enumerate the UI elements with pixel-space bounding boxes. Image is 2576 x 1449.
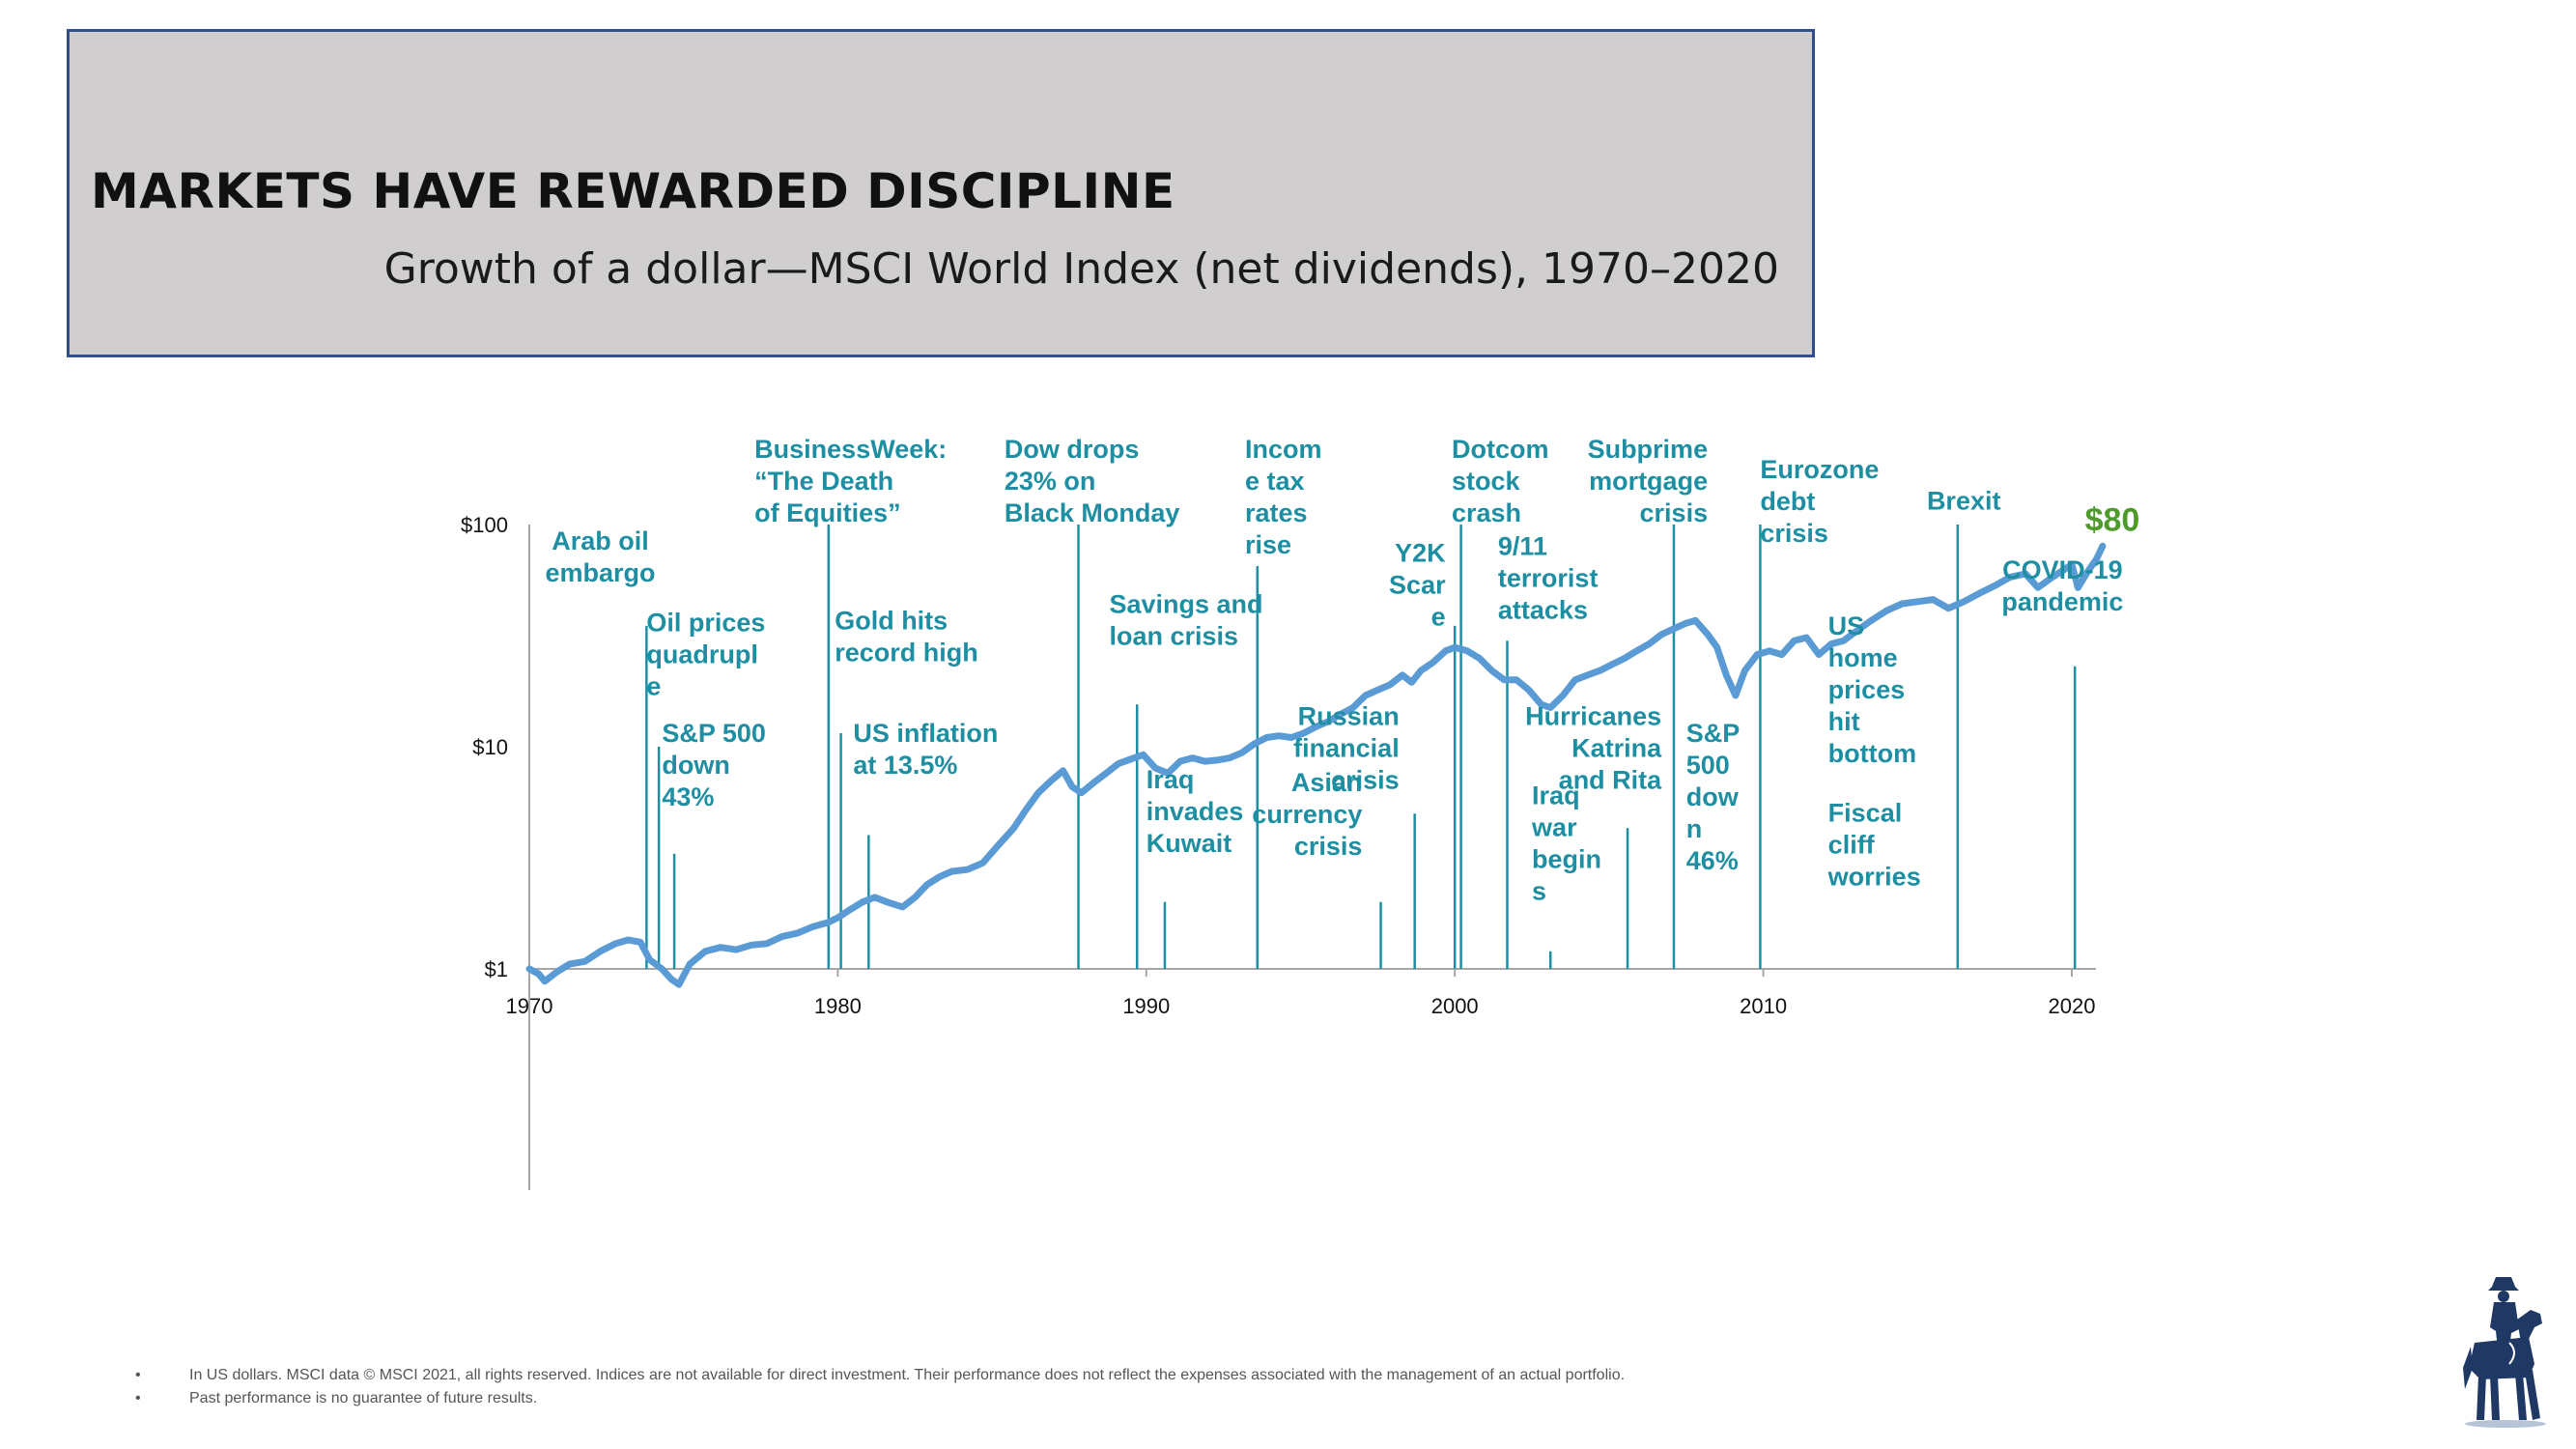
annotation-label: Dow drops 23% on Black Monday <box>1005 435 1180 527</box>
annotation-label: Brexit <box>1927 486 2001 515</box>
annotation-label: US home prices hit bottom <box>1828 611 1916 768</box>
annotation-label: S&P 500 dow n 46% <box>1686 719 1741 875</box>
annotation-label: BusinessWeek: “The Death of Equities” <box>754 435 947 527</box>
y-tick-label: $100 <box>461 513 508 537</box>
y-tick-label: $1 <box>485 957 508 981</box>
annotation-label: Iraq war begin s <box>1531 781 1601 906</box>
annotation-label: Dotcom stock crash <box>1452 435 1549 527</box>
annotation-label: Subprime mortgage crisis <box>1588 435 1709 527</box>
footnote-bullet: • <box>135 1367 141 1383</box>
annotation-label: Arab oil embargo <box>545 526 655 587</box>
footnote-1: • In US dollars. MSCI data © MSCI 2021, … <box>135 1364 1625 1387</box>
chart-series <box>525 542 2107 988</box>
msci-world-series-line <box>525 542 2107 988</box>
x-tick-label: 2010 <box>1740 994 1787 1018</box>
annotation-label: Fiscal cliff worries <box>1827 799 1921 892</box>
x-tick-label: 1970 <box>506 994 553 1018</box>
footnote-text: Past performance is no guarantee of futu… <box>189 1390 538 1406</box>
x-tick-label: 2020 <box>2049 994 2096 1018</box>
x-tick-label: 2000 <box>1431 994 1479 1018</box>
annotation-label: Asian currency crisis <box>1252 768 1362 861</box>
x-tick-label: 1980 <box>814 994 862 1018</box>
annotation-label: Oil prices quadrupl e <box>646 609 765 701</box>
footnote-text: In US dollars. MSCI data © MSCI 2021, al… <box>189 1367 1626 1383</box>
annotation-label: US inflation at 13.5% <box>853 719 998 780</box>
annotation-label: COVID-19 pandemic <box>2001 555 2123 616</box>
annotation-label: Y2K Scar e <box>1389 539 1446 632</box>
chart-axes: 1970 1980 1990 2000 2010 2020 $1 $10 $100 <box>461 513 2096 1190</box>
y-tick-label: $10 <box>472 735 508 759</box>
page-title: MARKETS HAVE REWARDED DISCIPLINE <box>91 163 1175 219</box>
annotation-lines <box>645 525 2077 969</box>
annotation-label: Eurozone debt crisis <box>1760 455 1879 548</box>
x-tick-label: 1990 <box>1122 994 1170 1018</box>
title-box: MARKETS HAVE REWARDED DISCIPLINE Growth … <box>67 29 1815 357</box>
cowboy-on-horse-logo-icon <box>2463 1277 2546 1428</box>
annotation-label: Incom e tax rates rise <box>1245 435 1322 559</box>
footnotes: • In US dollars. MSCI data © MSCI 2021, … <box>135 1364 1625 1410</box>
end-value-label: $80 <box>2085 501 2140 538</box>
footnote-2: • Past performance is no guarantee of fu… <box>135 1387 1625 1410</box>
annotation-label: Russian financial crisis <box>1293 702 1400 795</box>
annotation-label: 9/11 terrorist attacks <box>1498 531 1599 624</box>
annotation-label: Iraq invades Kuwait <box>1146 765 1244 858</box>
annotation-label: Gold hits record high <box>835 606 978 667</box>
footnote-bullet: • <box>135 1390 141 1406</box>
annotation-label: Savings and loan crisis <box>1109 590 1262 651</box>
annotation-label: Hurricanes Katrina and Rita <box>1525 702 1662 795</box>
annotation-label: S&P 500 down 43% <box>662 719 766 811</box>
annotation-labels: Arab oil embargo Oil prices quadrupl e S&P 50… <box>545 435 2139 906</box>
page-subtitle: Growth of a dollar—MSCI World Index (net… <box>383 244 1779 294</box>
